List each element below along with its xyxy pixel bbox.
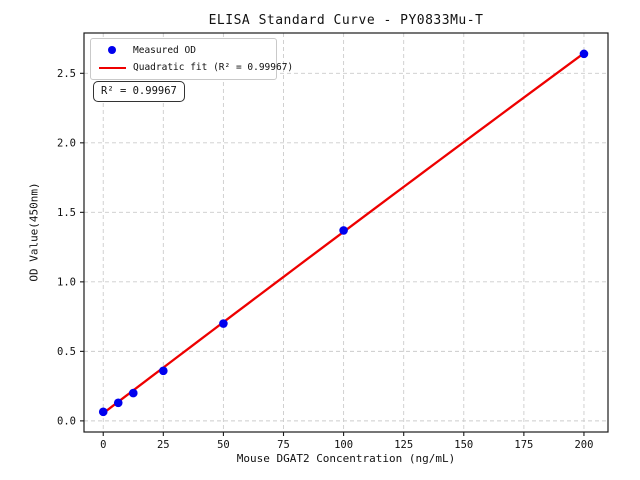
data-point xyxy=(113,398,123,408)
y-tick-label: 2.0 xyxy=(57,137,76,149)
data-point xyxy=(219,319,228,328)
data-point xyxy=(128,388,138,398)
x-axis-label: Mouse DGAT2 Concentration (ng/mL) xyxy=(236,452,456,465)
y-tick-label: 1.5 xyxy=(57,207,76,219)
x-tick-label: 200 xyxy=(574,439,593,451)
x-tick-label: 75 xyxy=(277,439,290,451)
legend: Measured OD Quadratic fit (R² = 0.99967) xyxy=(90,38,293,80)
legend-label-quadratic-fit: Quadratic fit (R² = 0.99967) xyxy=(133,62,294,74)
fit-line-marker-icon xyxy=(98,66,126,69)
legend-item-measured-od: Measured OD xyxy=(95,42,272,59)
data-point xyxy=(579,49,589,59)
data-point xyxy=(339,226,348,235)
legend-item-quadratic-fit: Quadratic fit (R² = 0.99967) xyxy=(95,59,293,76)
x-tick-label: 175 xyxy=(514,439,533,451)
x-tick-label: 50 xyxy=(217,439,230,451)
data-point xyxy=(98,407,108,417)
y-tick-label: 0.5 xyxy=(57,346,76,358)
y-tick-label: 0.0 xyxy=(57,415,76,427)
chart-title: ELISA Standard Curve - PY0833Mu-T xyxy=(208,13,484,28)
x-tick-label: 100 xyxy=(334,439,353,451)
x-tick-label: 125 xyxy=(394,439,413,451)
r-squared-annotation: R² = 0.99967 xyxy=(93,81,185,102)
y-tick-label: 2.5 xyxy=(57,68,76,80)
x-tick-label: 25 xyxy=(157,439,170,451)
x-tick-label: 150 xyxy=(454,439,473,451)
legend-label-measured-od: Measured OD xyxy=(133,44,196,56)
x-tick-label: 0 xyxy=(100,439,106,451)
data-point xyxy=(159,366,168,376)
plot-border xyxy=(83,32,609,433)
scatter-marker-icon xyxy=(108,46,116,55)
y-tick-label: 1.0 xyxy=(57,276,76,288)
y-axis-label: OD Value(450nm) xyxy=(27,182,41,282)
